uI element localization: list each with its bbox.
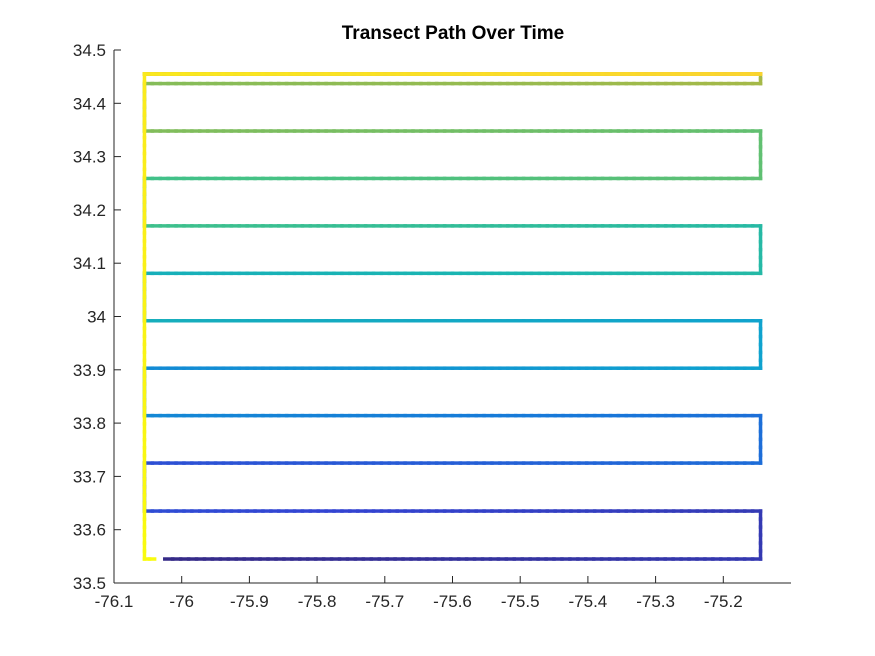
x-tick-label: -75.8 xyxy=(298,592,337,611)
x-tick-label: -75.9 xyxy=(230,592,269,611)
chart-title: Transect Path Over Time xyxy=(342,23,564,44)
x-tick-label: -76 xyxy=(169,592,194,611)
y-tick-label: 34.5 xyxy=(73,41,106,60)
y-tick-label: 33.5 xyxy=(73,574,106,593)
x-axis-ticks: -76.1 -76 -75.9 -75.8 -75.7 -75.6 -75.5 -75.4 -7… xyxy=(95,576,743,611)
x-tick-label: -76.1 xyxy=(95,592,134,611)
x-tick-label: -75.4 xyxy=(569,592,608,611)
y-tick-label: 34.4 xyxy=(73,94,106,113)
transect-path xyxy=(142,72,763,561)
x-tick-label: -75.3 xyxy=(636,592,675,611)
x-tick-label: -75.5 xyxy=(501,592,540,611)
y-tick-label: 34 xyxy=(87,308,106,327)
y-tick-label: 33.6 xyxy=(73,521,106,540)
x-tick-label: -75.6 xyxy=(433,592,472,611)
y-tick-label: 34.2 xyxy=(73,201,106,220)
y-axis-ticks: 33.5 33.6 33.7 33.8 33.9 34 34.1 34.2 34.3 34.4 34… xyxy=(73,41,121,593)
y-tick-label: 33.9 xyxy=(73,361,106,380)
y-tick-label: 33.7 xyxy=(73,467,106,486)
y-tick-label: 34.1 xyxy=(73,254,106,273)
x-tick-label: -75.7 xyxy=(365,592,404,611)
x-tick-label: -75.2 xyxy=(704,592,743,611)
y-tick-label: 34.3 xyxy=(73,148,106,167)
y-tick-label: 33.8 xyxy=(73,414,106,433)
